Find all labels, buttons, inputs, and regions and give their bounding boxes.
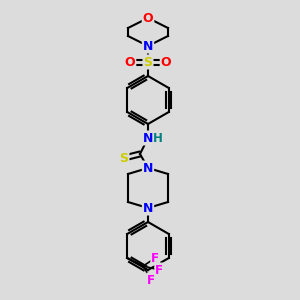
Text: N: N (143, 40, 153, 52)
Text: F: F (151, 251, 159, 265)
Text: F: F (155, 263, 163, 277)
Text: F: F (147, 274, 155, 286)
Text: S: S (143, 56, 152, 68)
Text: O: O (125, 56, 135, 68)
Text: S: S (119, 152, 128, 164)
Text: H: H (153, 131, 163, 145)
Text: N: N (143, 161, 153, 175)
Text: O: O (161, 56, 171, 68)
Text: N: N (143, 131, 153, 145)
Text: N: N (143, 202, 153, 214)
Text: O: O (143, 11, 153, 25)
